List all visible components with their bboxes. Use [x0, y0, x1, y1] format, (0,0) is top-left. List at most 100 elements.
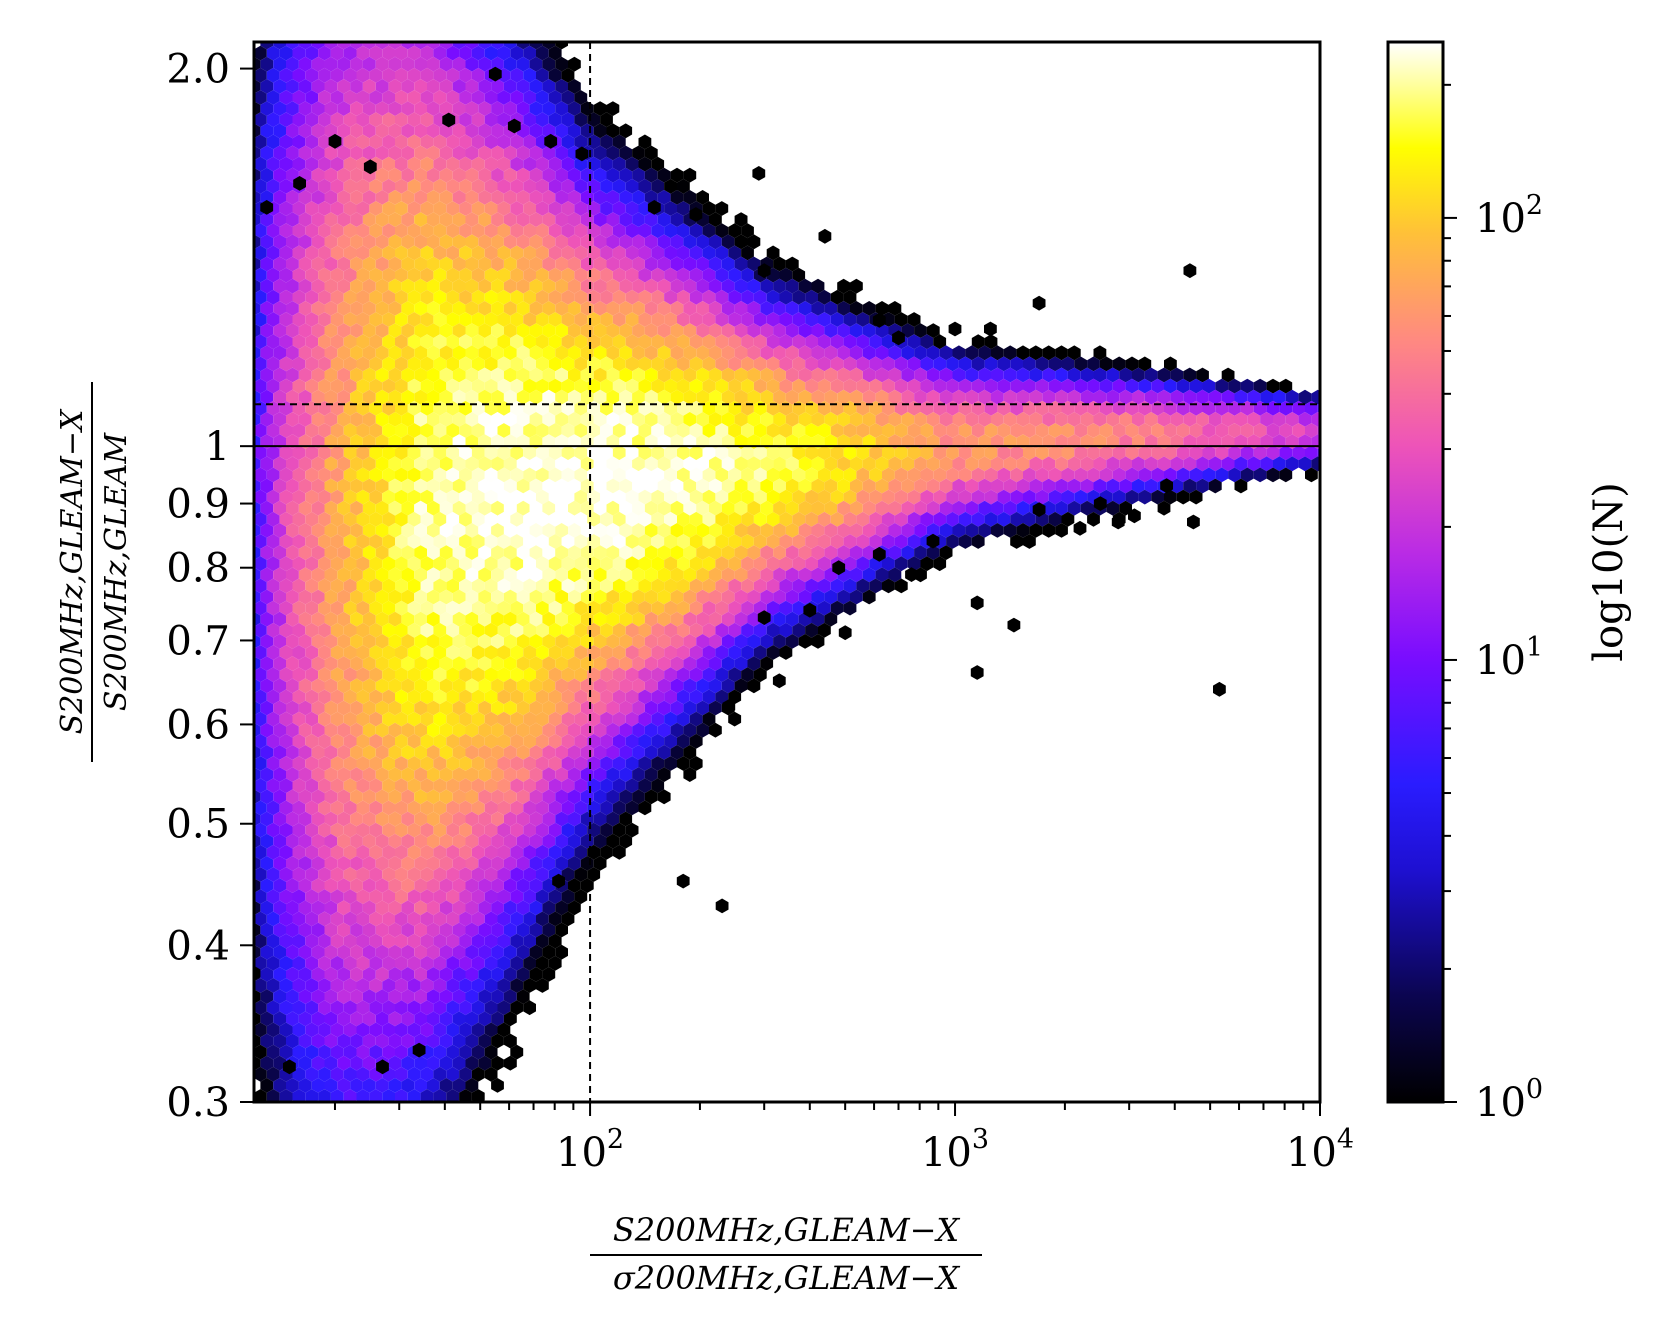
hexbin-cell — [734, 545, 748, 560]
hexbin-cell — [420, 933, 434, 949]
hexbin-cell — [286, 190, 299, 205]
hexbin-cell — [330, 1066, 344, 1082]
hexbin-cell — [420, 867, 434, 882]
hexbin-cell — [286, 367, 299, 383]
hexbin-cell — [651, 223, 665, 239]
hexbin-cell — [465, 101, 479, 116]
hexbin-cell — [459, 778, 472, 794]
hexbin-cell — [266, 1066, 280, 1082]
hexbin-cell — [452, 944, 466, 960]
hexbin-cell — [350, 1033, 363, 1049]
hexbin-cell — [638, 578, 652, 594]
hexbin-cell — [420, 667, 434, 683]
hexbin-cell — [324, 145, 338, 161]
hexbin-cell — [311, 722, 325, 738]
hexbin-cell — [779, 289, 793, 305]
hexbin-cell — [779, 600, 793, 616]
hexbin-cell — [427, 478, 440, 494]
hexbin-cell — [407, 867, 421, 882]
hexbin-cell — [427, 256, 440, 272]
hexbin-cell — [407, 289, 421, 305]
hexbin-cell — [330, 978, 344, 993]
hexbin-cell — [286, 922, 299, 938]
hexbin-cell — [266, 800, 280, 816]
hexbin-cell — [497, 534, 511, 549]
hexbin-cell — [343, 356, 357, 372]
hexbin-cell — [362, 811, 376, 827]
hexbin-cell — [465, 833, 479, 849]
hexbin-cell — [510, 667, 524, 683]
hexbin-cell — [254, 900, 261, 916]
hexbin-cell — [606, 500, 620, 516]
hexbin-cell — [439, 700, 453, 716]
hexbin-cell — [542, 190, 556, 205]
hexbin-cell — [362, 212, 376, 227]
hexbin-cell — [401, 1033, 415, 1049]
hexbin-cell — [696, 234, 709, 250]
hexbin-cell — [593, 301, 607, 316]
hexbin-cell — [330, 1000, 344, 1016]
hexbin-cell — [471, 356, 485, 372]
hexbin-cell — [266, 889, 280, 905]
hexbin-cell — [324, 989, 338, 1004]
hexbin-cell — [273, 167, 286, 183]
hexbin-cell — [593, 101, 607, 116]
hexbin-cell — [266, 90, 280, 105]
hexbin-cell — [548, 423, 562, 438]
hexbin-cell — [273, 212, 286, 227]
hexbin-cell — [369, 955, 383, 971]
hexbin-cell — [439, 278, 453, 294]
hexbin-cell — [1112, 423, 1126, 438]
hexbin-cell — [503, 145, 517, 161]
hexbin-cell — [318, 955, 331, 971]
hexbin-cell — [1144, 412, 1158, 427]
hexbin-cell — [401, 900, 415, 916]
hexbin-cell — [459, 534, 472, 549]
hexbin-cell — [920, 511, 934, 527]
hexbin-cell — [1132, 389, 1145, 405]
hexbin-cell — [356, 534, 370, 549]
hexbin-cell — [523, 511, 536, 527]
hexbin-cell — [343, 955, 357, 971]
hexbin-cell — [548, 667, 562, 683]
hexbin-cell — [728, 622, 742, 638]
hexbin-cell — [382, 134, 395, 150]
hexbin-cell — [375, 878, 389, 893]
hexbin-cell — [478, 256, 492, 272]
hexbin-cell — [510, 90, 524, 105]
hexbin-cell — [427, 323, 440, 338]
hexbin-cell — [324, 656, 338, 671]
hexbin-cell — [362, 722, 376, 738]
hexbin-cell — [715, 312, 729, 327]
hexbin-cell — [369, 378, 383, 394]
hexbin-cell — [548, 511, 562, 527]
hexbin-cell — [414, 256, 427, 272]
hexbin-cell — [401, 678, 415, 694]
hexbin-cell — [523, 112, 536, 128]
hexbin-cell — [292, 645, 306, 660]
hexbin-cell — [433, 889, 447, 905]
hexbin-cell — [1080, 389, 1094, 405]
hexbin-cell — [369, 867, 383, 882]
hexbin-cell — [254, 678, 261, 694]
hexbin-cell — [766, 245, 780, 261]
hexbin-cell — [273, 878, 286, 893]
hexbin-cell — [292, 889, 306, 905]
hexbin-cell — [638, 733, 652, 749]
hexbin-cell — [478, 42, 492, 50]
hexbin-cell — [888, 412, 902, 427]
hexbin-cell — [657, 412, 671, 427]
hexbin-cell — [600, 134, 613, 150]
hexbin-cell — [292, 1000, 306, 1016]
hexbin-cell — [401, 1078, 415, 1093]
hexbin-cell — [292, 1089, 306, 1102]
hexbin-cell — [1061, 511, 1075, 527]
hexbin-cell — [555, 523, 568, 538]
hexbin-cell — [625, 201, 639, 216]
hexbin-cell — [298, 256, 312, 272]
hexbin-cell — [574, 667, 588, 683]
hexbin-cell — [452, 389, 466, 405]
hexbin-cell — [318, 489, 331, 505]
hexbin-cell — [478, 922, 492, 938]
hexbin-cell — [471, 467, 485, 483]
